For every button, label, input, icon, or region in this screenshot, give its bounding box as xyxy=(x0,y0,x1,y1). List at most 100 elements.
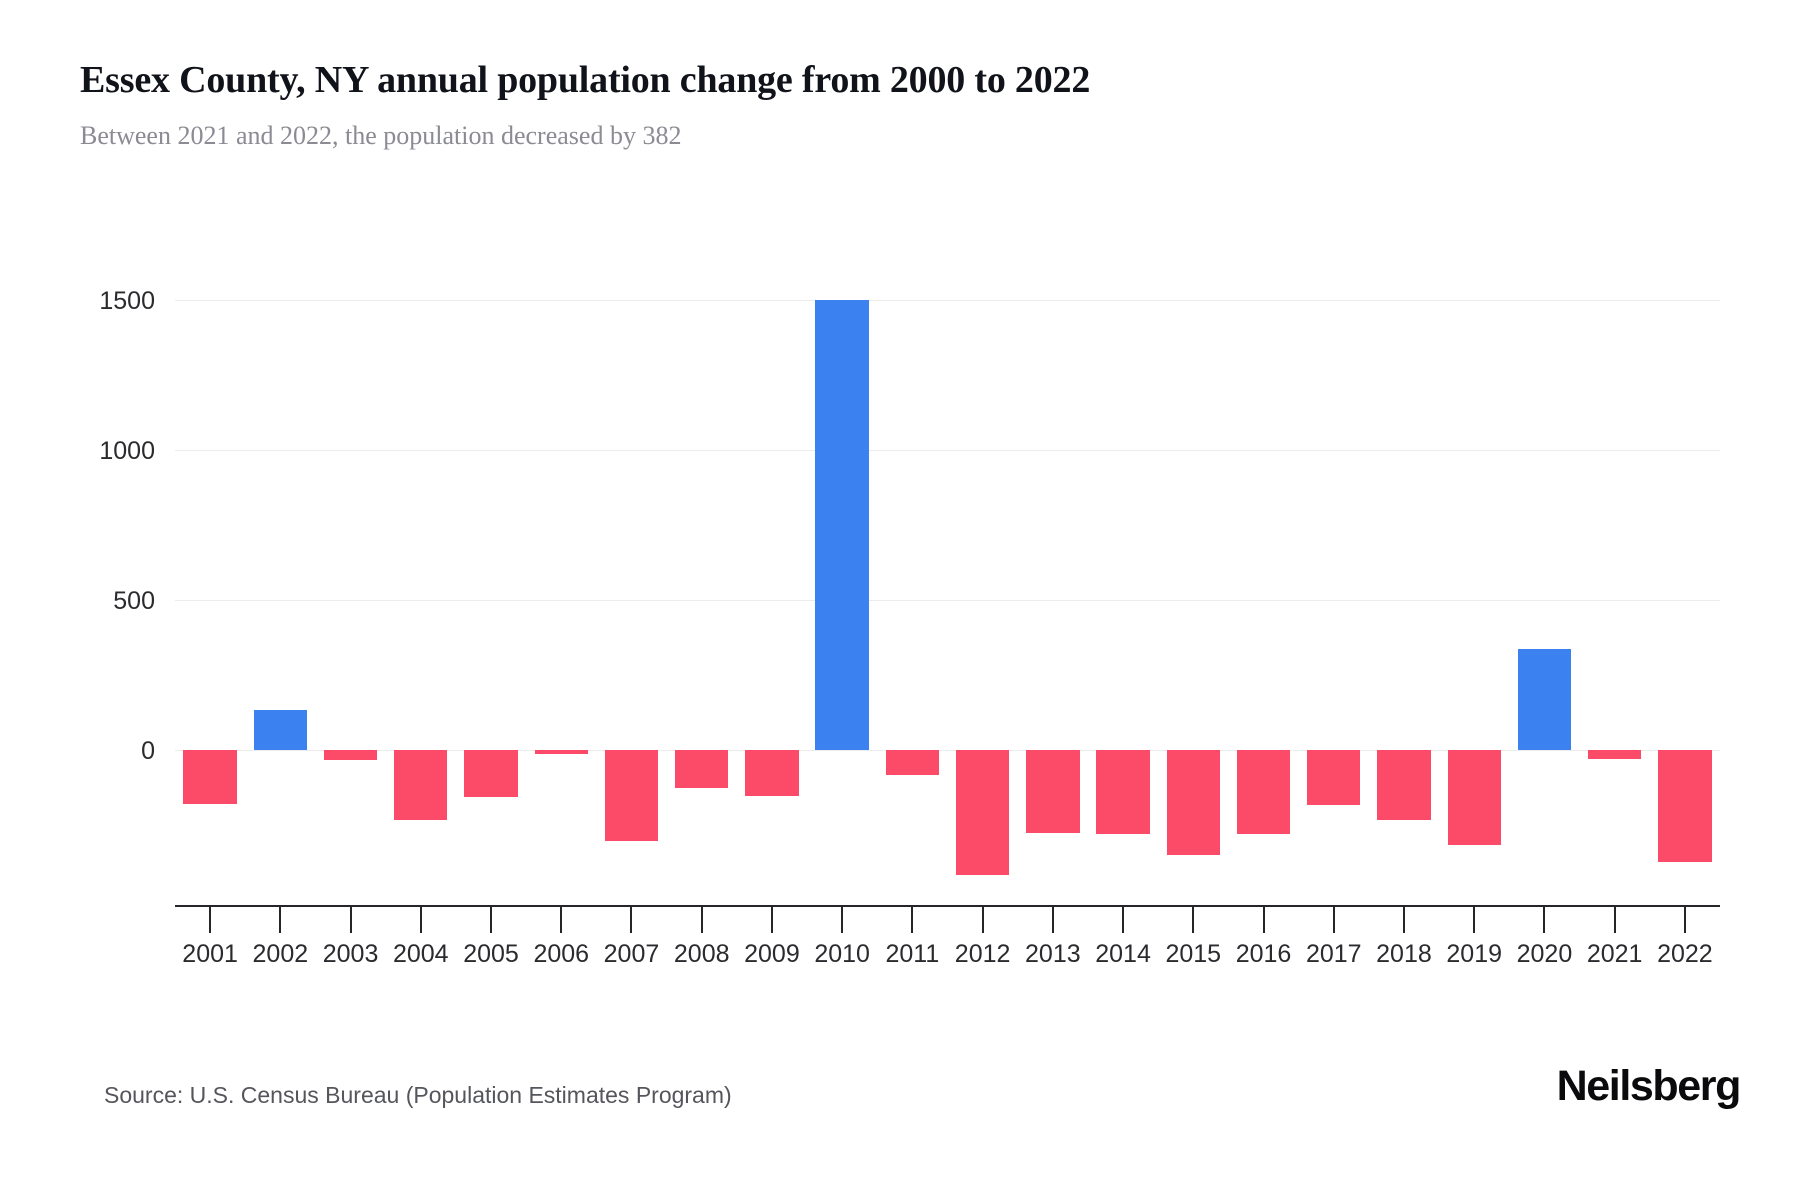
bar[interactable] xyxy=(745,750,799,796)
x-axis-tick xyxy=(1473,907,1476,933)
bar-slot[interactable] xyxy=(596,300,666,905)
bar-slot[interactable] xyxy=(1299,300,1369,905)
bar[interactable] xyxy=(1658,750,1712,862)
x-axis-tick xyxy=(770,907,773,933)
x-axis-tick-label: 2003 xyxy=(322,940,379,968)
bar[interactable] xyxy=(1236,750,1291,834)
bar-slot[interactable] xyxy=(737,300,807,905)
x-axis-tick xyxy=(1402,907,1405,933)
brand-logo: Neilsberg xyxy=(1556,1062,1742,1110)
bar[interactable] xyxy=(1447,750,1501,846)
bar-slot[interactable] xyxy=(877,300,947,905)
x-axis-tick-label: 2005 xyxy=(463,940,519,968)
x-axis-tick xyxy=(279,907,282,933)
bar-slot[interactable] xyxy=(1158,300,1228,905)
bar[interactable] xyxy=(675,750,729,789)
bar-slot[interactable] xyxy=(807,300,877,905)
gridline xyxy=(175,300,1720,301)
x-axis-tick xyxy=(911,907,914,933)
x-axis-tick-label: 2021 xyxy=(1586,940,1643,968)
x-axis-tick xyxy=(981,907,984,933)
x-axis-tick-label: 2007 xyxy=(603,940,660,968)
bar-slot[interactable] xyxy=(1580,300,1650,905)
x-axis-tick-label: 2013 xyxy=(1025,940,1081,968)
bar-slot[interactable] xyxy=(948,300,1018,905)
x-axis-tick xyxy=(419,907,422,933)
bar-slot[interactable] xyxy=(456,300,526,905)
bar[interactable] xyxy=(1166,750,1220,855)
x-axis-tick-label: 2017 xyxy=(1305,940,1362,968)
bar-slot[interactable] xyxy=(1088,300,1158,905)
x-axis-tick xyxy=(1051,907,1054,933)
bar-slot[interactable] xyxy=(1018,300,1088,905)
bar-slot[interactable] xyxy=(1509,300,1579,905)
bar-slot[interactable] xyxy=(1650,300,1720,905)
x-axis-tick xyxy=(630,907,633,933)
x-axis-tick-label: 2001 xyxy=(182,940,238,968)
x-axis-tick-label: 2022 xyxy=(1657,940,1713,968)
gridline xyxy=(175,750,1720,751)
x-axis-tick xyxy=(700,907,703,933)
x-axis-line xyxy=(175,905,1720,907)
bar[interactable] xyxy=(464,750,518,798)
bar[interactable] xyxy=(323,750,378,760)
x-axis-tick-label: 2010 xyxy=(814,940,870,968)
bar[interactable] xyxy=(955,750,1010,876)
page-title: Essex County, NY annual population chang… xyxy=(80,59,1091,101)
x-axis-tick-label: 2014 xyxy=(1095,940,1151,968)
x-axis-tick-label: 2009 xyxy=(744,940,800,968)
gridline xyxy=(175,450,1720,451)
x-axis-tick-label: 2019 xyxy=(1446,940,1503,968)
y-axis-tick-label: 0 xyxy=(141,737,155,765)
bar[interactable] xyxy=(885,750,940,775)
bar[interactable] xyxy=(1026,750,1080,833)
bar-slot[interactable] xyxy=(245,300,315,905)
bar[interactable] xyxy=(253,709,307,750)
x-axis-tick xyxy=(1613,907,1616,933)
bar[interactable] xyxy=(183,750,237,804)
x-axis-tick-label: 2002 xyxy=(252,940,309,968)
bar-series xyxy=(175,300,1720,905)
bar-slot[interactable] xyxy=(1439,300,1509,905)
bar[interactable] xyxy=(815,300,869,750)
x-axis-tick xyxy=(1543,907,1546,933)
x-axis-tick xyxy=(560,907,563,933)
bar-slot[interactable] xyxy=(526,300,596,905)
bar[interactable] xyxy=(604,750,659,841)
bar[interactable] xyxy=(1377,750,1431,820)
x-axis-tick xyxy=(490,907,493,933)
x-axis-tick-label: 2008 xyxy=(673,940,730,968)
y-axis-tick-label: 1000 xyxy=(99,437,155,465)
x-axis-tick-label: 2015 xyxy=(1165,940,1222,968)
x-axis-tick-label: 2004 xyxy=(392,940,449,968)
bar[interactable] xyxy=(1307,750,1361,805)
bar[interactable] xyxy=(1096,750,1150,834)
x-axis-tick xyxy=(349,907,352,933)
bar-slot[interactable] xyxy=(667,300,737,905)
x-axis-tick xyxy=(1332,907,1335,933)
bar[interactable] xyxy=(394,750,448,820)
plot-area xyxy=(175,300,1720,905)
x-axis-tick xyxy=(209,907,212,933)
y-axis-tick-label: 500 xyxy=(113,587,155,615)
bar-slot[interactable] xyxy=(315,300,385,905)
bar-slot[interactable] xyxy=(386,300,456,905)
bar-slot[interactable] xyxy=(1228,300,1298,905)
x-axis-tick-label: 2012 xyxy=(954,940,1011,968)
bar-slot[interactable] xyxy=(175,300,245,905)
x-axis-tick-label: 2018 xyxy=(1376,940,1432,968)
bar[interactable] xyxy=(534,750,588,754)
x-axis-tick xyxy=(1262,907,1265,933)
x-axis-tick-label: 2006 xyxy=(533,940,590,968)
y-axis-tick-label: 1500 xyxy=(99,287,155,315)
x-axis-tick-label: 2020 xyxy=(1516,940,1573,968)
bar[interactable] xyxy=(1587,750,1642,759)
x-axis-tick-label: 2016 xyxy=(1235,940,1292,968)
bar-slot[interactable] xyxy=(1369,300,1439,905)
x-axis-tick xyxy=(841,907,844,933)
x-axis-tick-label: 2011 xyxy=(885,940,940,968)
source-note: Source: U.S. Census Bureau (Population E… xyxy=(104,1082,732,1108)
bar[interactable] xyxy=(1517,648,1572,750)
x-axis-tick xyxy=(1192,907,1195,933)
